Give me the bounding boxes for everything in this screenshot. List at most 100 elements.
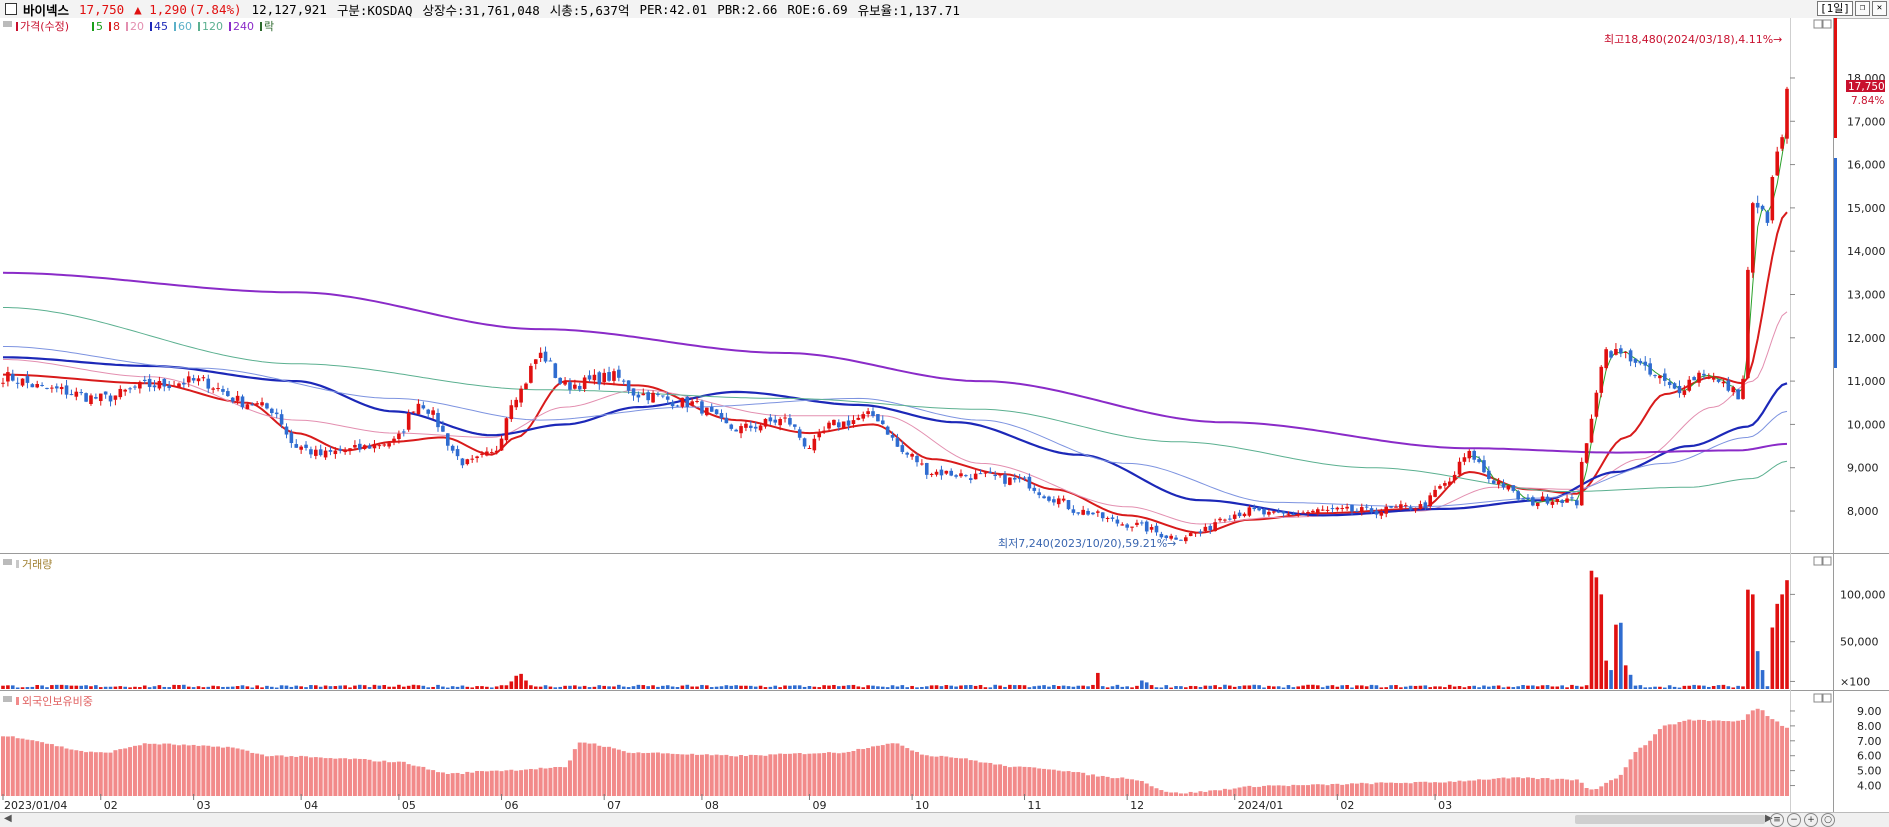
candle-body [1780,137,1784,149]
volume-bar [182,684,186,689]
foreign-ownership-bars [1,708,1789,796]
candle-body [445,433,450,446]
foreign-bar [1076,772,1081,796]
foreign-bar [1315,784,1320,796]
foreign-bar [1452,781,1457,796]
zoom-slider-icon[interactable]: ≡ [1770,813,1784,827]
foreign-bar [269,756,274,796]
volume-bar [1731,687,1736,689]
restore-icon[interactable]: ❐ [1855,1,1870,16]
candle-body [186,376,191,383]
foreign-bar [167,743,172,796]
foreign-bar [152,743,157,796]
candle-body [1330,508,1335,510]
foreign-bar [1335,783,1340,796]
restore-icon[interactable] [1813,556,1823,566]
stock-chart[interactable]: 가격(수정) 5 8 20 45 60 120 240 락 18,00017,00016,000… [0,18,1889,812]
zoom-reset-icon[interactable]: ○ [1821,813,1835,827]
foreign-bar [1672,724,1677,796]
foreign-bar [998,764,1003,796]
close-icon[interactable] [1822,19,1832,29]
candle-body [15,382,20,384]
volume-panel [0,555,1833,689]
panel-menu-icon[interactable] [3,21,12,27]
restore-icon[interactable] [1813,19,1823,29]
close-icon[interactable]: ✕ [1872,1,1887,16]
price-axis: 18,00017,00016,00015,00014,00013,00012,0… [1790,72,1886,518]
candle-body [739,426,743,434]
candle-body [1247,507,1252,516]
foreign-bar [1736,720,1741,796]
zoom-out-icon[interactable]: − [1787,813,1801,827]
foreign-bar [162,743,167,796]
checkbox-icon[interactable] [5,3,17,15]
foreign-bar [98,752,103,796]
volume-bar [1633,685,1638,689]
foreign-bar [504,770,509,796]
volume-bar [861,687,866,689]
candle-body [1531,497,1535,506]
scroll-right-icon[interactable]: ▶ [1765,813,1773,824]
volume-bar [592,686,597,689]
volume-bar [954,686,958,689]
restore-icon[interactable] [1813,693,1823,703]
panel-menu-icon[interactable] [3,696,12,702]
foreign-bar [836,753,841,796]
legend-swatch-0 [16,22,18,31]
volume-bar [1008,684,1012,689]
foreign-bar [1540,778,1545,796]
volume-bar [753,686,758,689]
candle-body [1335,507,1340,510]
foreign-bar [494,770,499,796]
close-icon[interactable] [1822,693,1832,703]
candle-body [480,453,484,455]
foreign-tick-label: 6.00 [1857,750,1882,763]
volume-bar [113,686,118,689]
close-icon[interactable] [1822,556,1832,566]
zoom-in-icon[interactable]: + [1804,813,1818,827]
volume-bar [656,686,660,689]
chart-scrollbar[interactable]: ◀ ▶ ≡ − + ○ [0,812,1889,827]
candle-body [1193,532,1198,534]
volume-bar [1144,682,1149,689]
volume-bar [157,685,162,689]
foreign-bar [1042,768,1047,796]
foreign-bar [1687,719,1692,796]
candle-body [1066,500,1071,510]
foreign-bar [1662,725,1667,796]
foreign-bar [1257,786,1262,796]
volume-bar [10,685,15,689]
candle-body [1115,519,1120,524]
foreign-bar [69,749,74,796]
volume-bar [602,685,606,689]
foreign-bar [1374,782,1379,796]
price-tick-label: 11,000 [1847,375,1886,388]
candle-body [783,417,787,419]
volume-bar [978,685,983,689]
volume-bar [983,687,988,689]
scroll-left-icon[interactable]: ◀ [4,813,12,824]
candle-body [1750,203,1755,273]
foreign-bar [1159,790,1164,796]
foreign-bar [1745,714,1750,796]
volume-bar [108,686,113,689]
candle-body [1633,358,1638,363]
volume-bar [1208,685,1213,689]
volume-bar [1076,685,1081,689]
scroll-thumb[interactable] [1575,815,1765,824]
volume-bar [152,686,157,689]
candle-body [524,383,528,390]
panel-menu-icon[interactable] [3,559,12,565]
candle-body [880,420,885,425]
foreign-bar [44,743,49,796]
candle-body [519,388,523,403]
price-tick-label: 12,000 [1847,332,1886,345]
volume-bar [1477,687,1481,689]
candle-body [1315,509,1320,513]
candle-body [1091,512,1095,515]
period-selector[interactable]: [1일] [1817,1,1853,16]
volume-bar [929,685,934,689]
foreign-bar [1579,782,1584,796]
candle-body [1785,88,1789,139]
volume-bar [964,685,968,689]
